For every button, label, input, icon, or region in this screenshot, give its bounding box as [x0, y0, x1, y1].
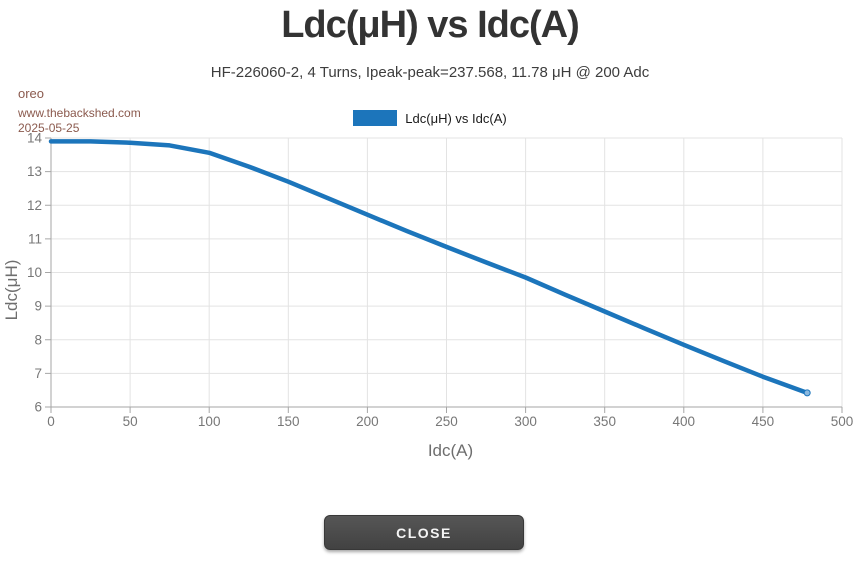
- svg-text:500: 500: [831, 414, 854, 429]
- legend-label: Ldc(μH) vs Idc(A): [405, 110, 507, 126]
- legend: Ldc(μH) vs Idc(A): [0, 110, 860, 126]
- svg-text:400: 400: [673, 414, 696, 429]
- svg-text:100: 100: [198, 414, 221, 429]
- svg-text:7: 7: [34, 366, 42, 381]
- svg-text:12: 12: [27, 198, 42, 213]
- svg-text:450: 450: [752, 414, 775, 429]
- legend-swatch: [353, 110, 398, 126]
- svg-text:50: 50: [123, 414, 138, 429]
- x-axis-label: Idc(A): [428, 441, 473, 460]
- series-line: [48, 139, 810, 396]
- svg-text:13: 13: [27, 164, 42, 179]
- watermark-site: www.thebackshed.com: [18, 106, 141, 120]
- svg-text:8: 8: [34, 332, 42, 347]
- watermark-user: oreo: [18, 86, 45, 101]
- svg-text:350: 350: [593, 414, 616, 429]
- svg-text:6: 6: [34, 400, 42, 415]
- svg-text:11: 11: [28, 231, 42, 246]
- line-chart: 0 50 100 150 200 250 300 350 400 450 500 6 7 8 9 10 11 12…: [2, 131, 854, 461]
- watermark-date: 2025-05-25: [18, 121, 80, 135]
- watermark: oreo www.thebackshed.com 2025-05-25: [18, 86, 141, 136]
- svg-text:300: 300: [514, 414, 537, 429]
- page-title: Ldc(μH) vs Idc(A): [281, 4, 580, 46]
- y-axis-label: Ldc(μH): [2, 260, 21, 321]
- svg-text:14: 14: [27, 131, 43, 146]
- svg-text:150: 150: [277, 414, 300, 429]
- close-button[interactable]: CLOSE: [324, 515, 524, 550]
- chart-subtitle: HF-226060-2, 4 Turns, Ipeak-peak=237.568…: [210, 64, 650, 81]
- svg-text:250: 250: [435, 414, 458, 429]
- svg-text:0: 0: [47, 414, 55, 429]
- svg-text:10: 10: [27, 265, 42, 280]
- svg-text:9: 9: [34, 299, 42, 314]
- series-end-marker: [803, 389, 811, 397]
- svg-text:200: 200: [356, 414, 379, 429]
